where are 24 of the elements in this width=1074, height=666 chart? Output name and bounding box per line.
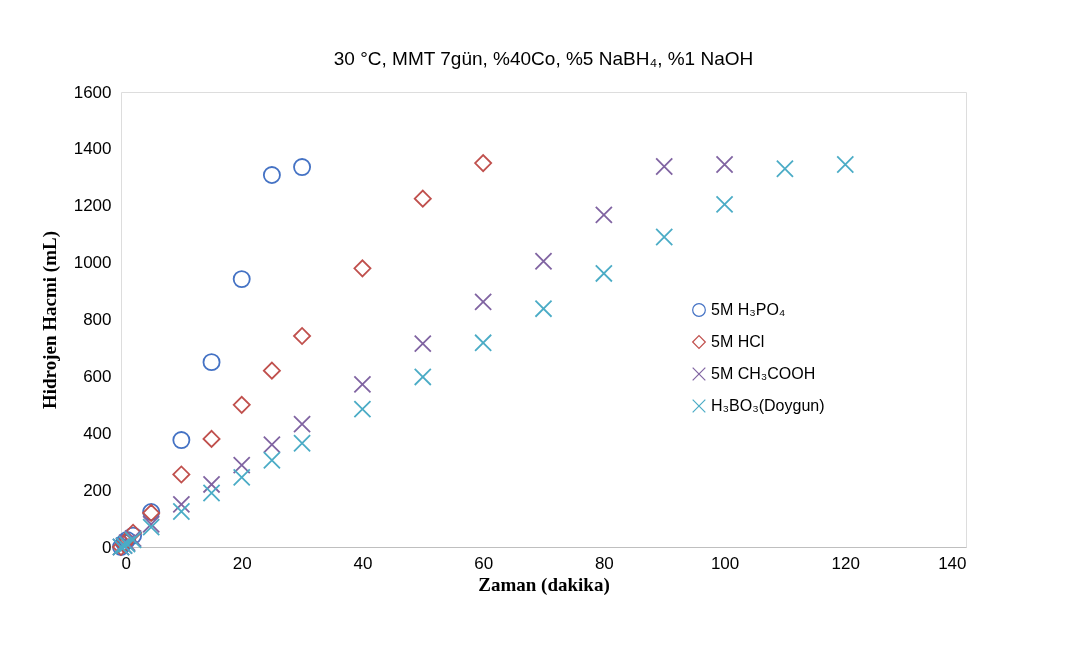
chart-title: 30 °C, MMT 7gün, %40Co, %5 NaBH₄, %1 NaOH: [333, 48, 754, 69]
x-tick-label: 80: [594, 553, 614, 573]
y-tick-label: 1200: [73, 196, 112, 216]
x-tick-label: 100: [710, 553, 740, 573]
x-tick-label: 0: [121, 553, 131, 573]
legend-label: 5M HCl: [711, 333, 765, 350]
x-tick-label: 20: [232, 553, 252, 573]
x-tick-label: 140: [938, 553, 967, 573]
y-tick-label: 600: [83, 366, 112, 386]
x-tick-label: 120: [831, 553, 860, 573]
x-axis-title: Zaman (dakika): [478, 573, 610, 596]
y-axis-title: Hidrojen Hacmi (mL): [38, 230, 61, 410]
legend-label: H₃BO₃(Doygun): [711, 397, 825, 414]
y-tick-label: 400: [83, 423, 112, 443]
legend-label: 5M H₃PO₄: [711, 301, 786, 318]
y-tick-label: 200: [83, 480, 112, 500]
y-tick-label: 1000: [73, 253, 112, 273]
y-tick-label: 1400: [73, 139, 112, 159]
y-tick-label: 0: [102, 537, 112, 557]
x-tick-label: 40: [353, 553, 373, 573]
y-tick-label: 1600: [73, 82, 112, 102]
legend-label: 5M CH₃COOH: [711, 365, 816, 382]
x-tick-label: 60: [474, 553, 494, 573]
y-tick-label: 800: [83, 310, 112, 329]
